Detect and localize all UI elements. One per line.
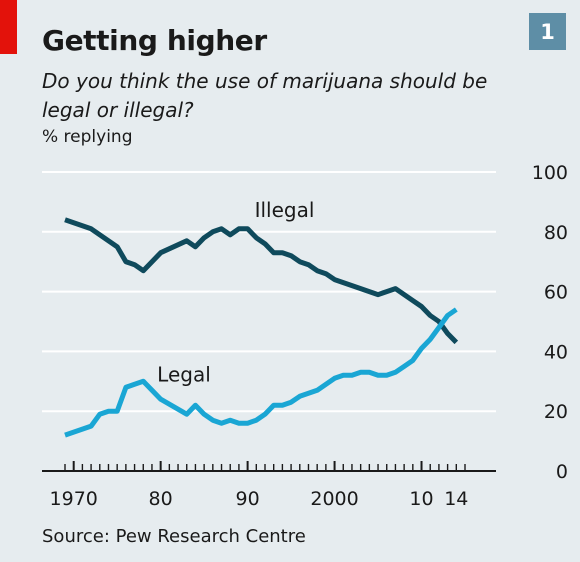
unit-label: % replying (42, 127, 133, 147)
series-lines (64, 217, 459, 438)
y-tick-label: 80 (544, 222, 568, 244)
x-tick-label: 2000 (310, 488, 358, 510)
y-tick-label: 0 (556, 461, 568, 483)
x-tick-label: 80 (149, 488, 173, 510)
source-note: Source: Pew Research Centre (42, 526, 306, 547)
y-tick-label: 40 (544, 341, 568, 363)
series-label-legal: Legal (157, 362, 211, 386)
x-tick-label: 14 (444, 488, 468, 510)
chart-subtitle: Do you think the use of marijuana should… (42, 69, 488, 122)
series-line-illegal (64, 217, 459, 345)
chart-number-badge: 1 (529, 13, 566, 50)
y-tick-label: 20 (544, 401, 568, 423)
x-tick-label: 1970 (50, 488, 98, 510)
series-label-illegal: Illegal (255, 198, 315, 222)
x-tick-label: 10 (409, 488, 433, 510)
chart-title: Getting higher (42, 24, 267, 57)
x-axis (42, 461, 496, 472)
chart-labels: 0 20 40 60 80 100 1970 80 90 2000 10 14 Illegal Legal (50, 162, 568, 510)
x-tick-label: 90 (236, 488, 260, 510)
y-tick-label: 100 (532, 162, 568, 184)
red-accent-tag (0, 0, 17, 54)
y-tick-label: 60 (544, 282, 568, 304)
series-line-legal (64, 307, 458, 438)
